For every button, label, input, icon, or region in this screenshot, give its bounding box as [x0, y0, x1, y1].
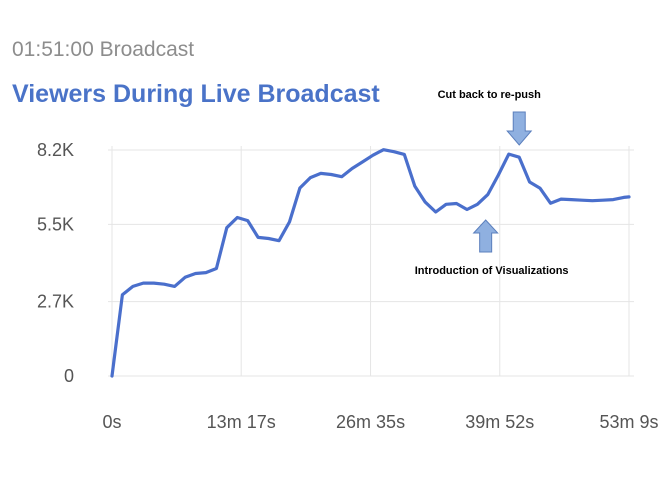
x-tick-label: 13m 17s [207, 412, 276, 432]
y-tick-label: 5.5K [37, 214, 74, 234]
broadcast-duration: 01:51:00 Broadcast [12, 38, 195, 61]
down-arrow-icon [506, 111, 533, 146]
series-group [110, 148, 631, 378]
x-tick-label: 53m 9s [599, 412, 658, 432]
chart-grid [108, 146, 634, 377]
annotation-text: Cut back to re-push [438, 89, 542, 101]
x-tick-label: 39m 52s [465, 412, 534, 432]
up-arrow-icon [472, 219, 499, 253]
annotation-visualizations: Introduction of Visualizations [415, 219, 569, 277]
y-tick-label: 2.7K [37, 292, 74, 312]
y-tick-label: 8.2K [37, 140, 74, 160]
chart-title: Viewers During Live Broadcast [12, 80, 380, 108]
y-tick-label: 0 [64, 366, 74, 386]
annotation-text: Introduction of Visualizations [415, 265, 569, 277]
x-tick-label: 0s [102, 412, 121, 432]
y-axis: 0 2.7K 5.5K 8.2K [37, 140, 74, 386]
annotations-group: Cut back to re-push Introduction of Visua… [415, 89, 569, 277]
x-tick-label: 26m 35s [336, 412, 405, 432]
annotation-cut-back: Cut back to re-push [438, 89, 542, 146]
x-axis: 0s 13m 17s 26m 35s 39m 52s 53m 9s [102, 412, 658, 432]
